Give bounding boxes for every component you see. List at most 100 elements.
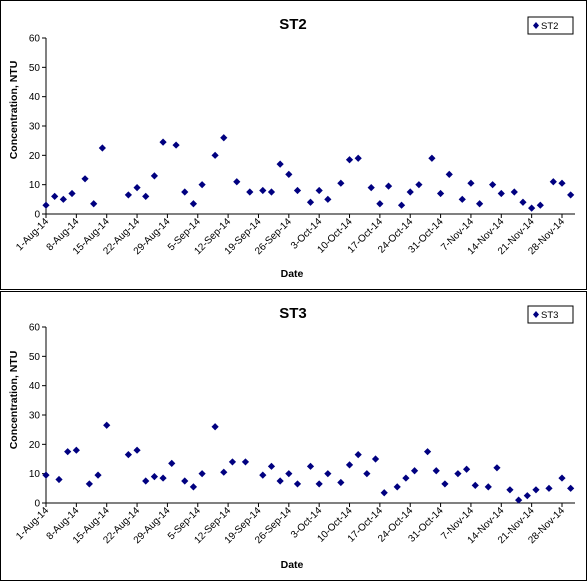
data-point — [515, 496, 523, 504]
chart-title: ST3 — [279, 305, 307, 322]
data-point — [159, 138, 167, 146]
data-point — [497, 189, 505, 198]
data-point — [259, 186, 267, 195]
data-point — [345, 461, 354, 469]
data-point — [211, 423, 219, 431]
data-point — [64, 448, 72, 456]
data-point — [211, 151, 219, 159]
data-point — [393, 483, 401, 491]
data-point — [384, 182, 393, 190]
data-point — [489, 181, 497, 189]
data-point — [445, 170, 453, 178]
data-point — [198, 181, 206, 189]
data-point — [558, 474, 566, 482]
data-point — [59, 195, 67, 203]
data-point — [545, 484, 553, 492]
x-axis-label: Date — [281, 559, 304, 571]
y-tick-label: 0 — [34, 210, 40, 221]
data-point — [233, 178, 241, 186]
data-point — [98, 144, 106, 152]
data-point — [42, 201, 50, 209]
y-tick-label: 60 — [29, 323, 41, 334]
data-point — [172, 141, 180, 149]
data-point — [94, 471, 102, 479]
legend-entry-label: ST3 — [541, 310, 558, 321]
x-axis-label: Date — [281, 268, 304, 280]
chart-title: ST2 — [279, 16, 307, 33]
y-tick-label: 40 — [29, 92, 41, 103]
data-point — [558, 179, 566, 187]
data-point — [306, 198, 315, 206]
data-point — [241, 458, 250, 466]
data-point — [285, 470, 293, 478]
data-point — [523, 492, 531, 500]
data-point — [267, 188, 276, 196]
data-point — [410, 467, 419, 475]
legend-marker-diamond — [533, 311, 539, 318]
data-point — [415, 181, 423, 189]
data-point — [324, 470, 332, 478]
data-point — [51, 192, 59, 200]
data-point — [462, 465, 471, 473]
legend-box — [527, 305, 574, 324]
y-tick-label: 0 — [34, 499, 40, 510]
data-point — [471, 481, 479, 489]
data-point — [467, 179, 475, 187]
data-point — [436, 189, 445, 198]
data-point — [354, 154, 362, 162]
legend-marker-diamond — [533, 22, 539, 29]
data-point — [42, 471, 50, 479]
data-point — [371, 455, 380, 463]
data-point — [345, 156, 354, 164]
data-point — [159, 474, 167, 482]
data-point — [363, 470, 371, 478]
data-point — [189, 200, 198, 208]
data-point — [68, 189, 76, 198]
data-point — [402, 474, 410, 482]
data-point — [528, 204, 536, 212]
legend: ST2 — [527, 16, 574, 35]
data-point — [519, 198, 527, 206]
data-point — [376, 200, 384, 208]
data-point — [181, 477, 189, 485]
data-point — [124, 451, 132, 459]
data-point — [85, 480, 93, 488]
data-point — [276, 160, 284, 168]
y-tick-label: 40 — [29, 381, 41, 392]
data-point — [293, 480, 302, 488]
data-point — [142, 477, 150, 485]
legend-entry-label: ST2 — [541, 21, 558, 32]
data-point — [432, 467, 440, 475]
y-tick-label: 10 — [29, 180, 41, 191]
data-point — [567, 484, 575, 492]
data-point — [267, 462, 276, 470]
y-tick-label: 30 — [29, 411, 41, 422]
data-point — [567, 191, 575, 199]
data-point — [228, 458, 237, 466]
data-point — [293, 186, 302, 195]
data-point — [306, 462, 315, 470]
data-point — [276, 477, 284, 485]
y-tick-label: 30 — [29, 122, 41, 133]
data-point — [246, 188, 254, 196]
y-axis-label: Concentration, NTU — [8, 351, 20, 450]
data-point — [428, 154, 436, 162]
data-point — [168, 459, 176, 467]
chart-panel-st3: ST3 Concentration, NTU Date 0 10 20 30 40 50 6… — [0, 291, 587, 581]
data-point — [90, 200, 98, 208]
data-point — [181, 188, 189, 196]
data-point — [549, 178, 557, 186]
data-point — [423, 448, 432, 456]
data-point — [315, 480, 323, 488]
chart-panel-st2: ST2 Concentration, NTU Date 0 10 20 30 40 50 6… — [0, 0, 587, 290]
data-point — [484, 483, 492, 491]
data-point — [406, 188, 414, 196]
data-point — [354, 451, 362, 459]
y-tick-label: 20 — [29, 440, 41, 451]
data-point — [220, 468, 228, 476]
data-point — [337, 179, 345, 187]
data-point — [337, 478, 345, 487]
data-point — [380, 489, 388, 497]
